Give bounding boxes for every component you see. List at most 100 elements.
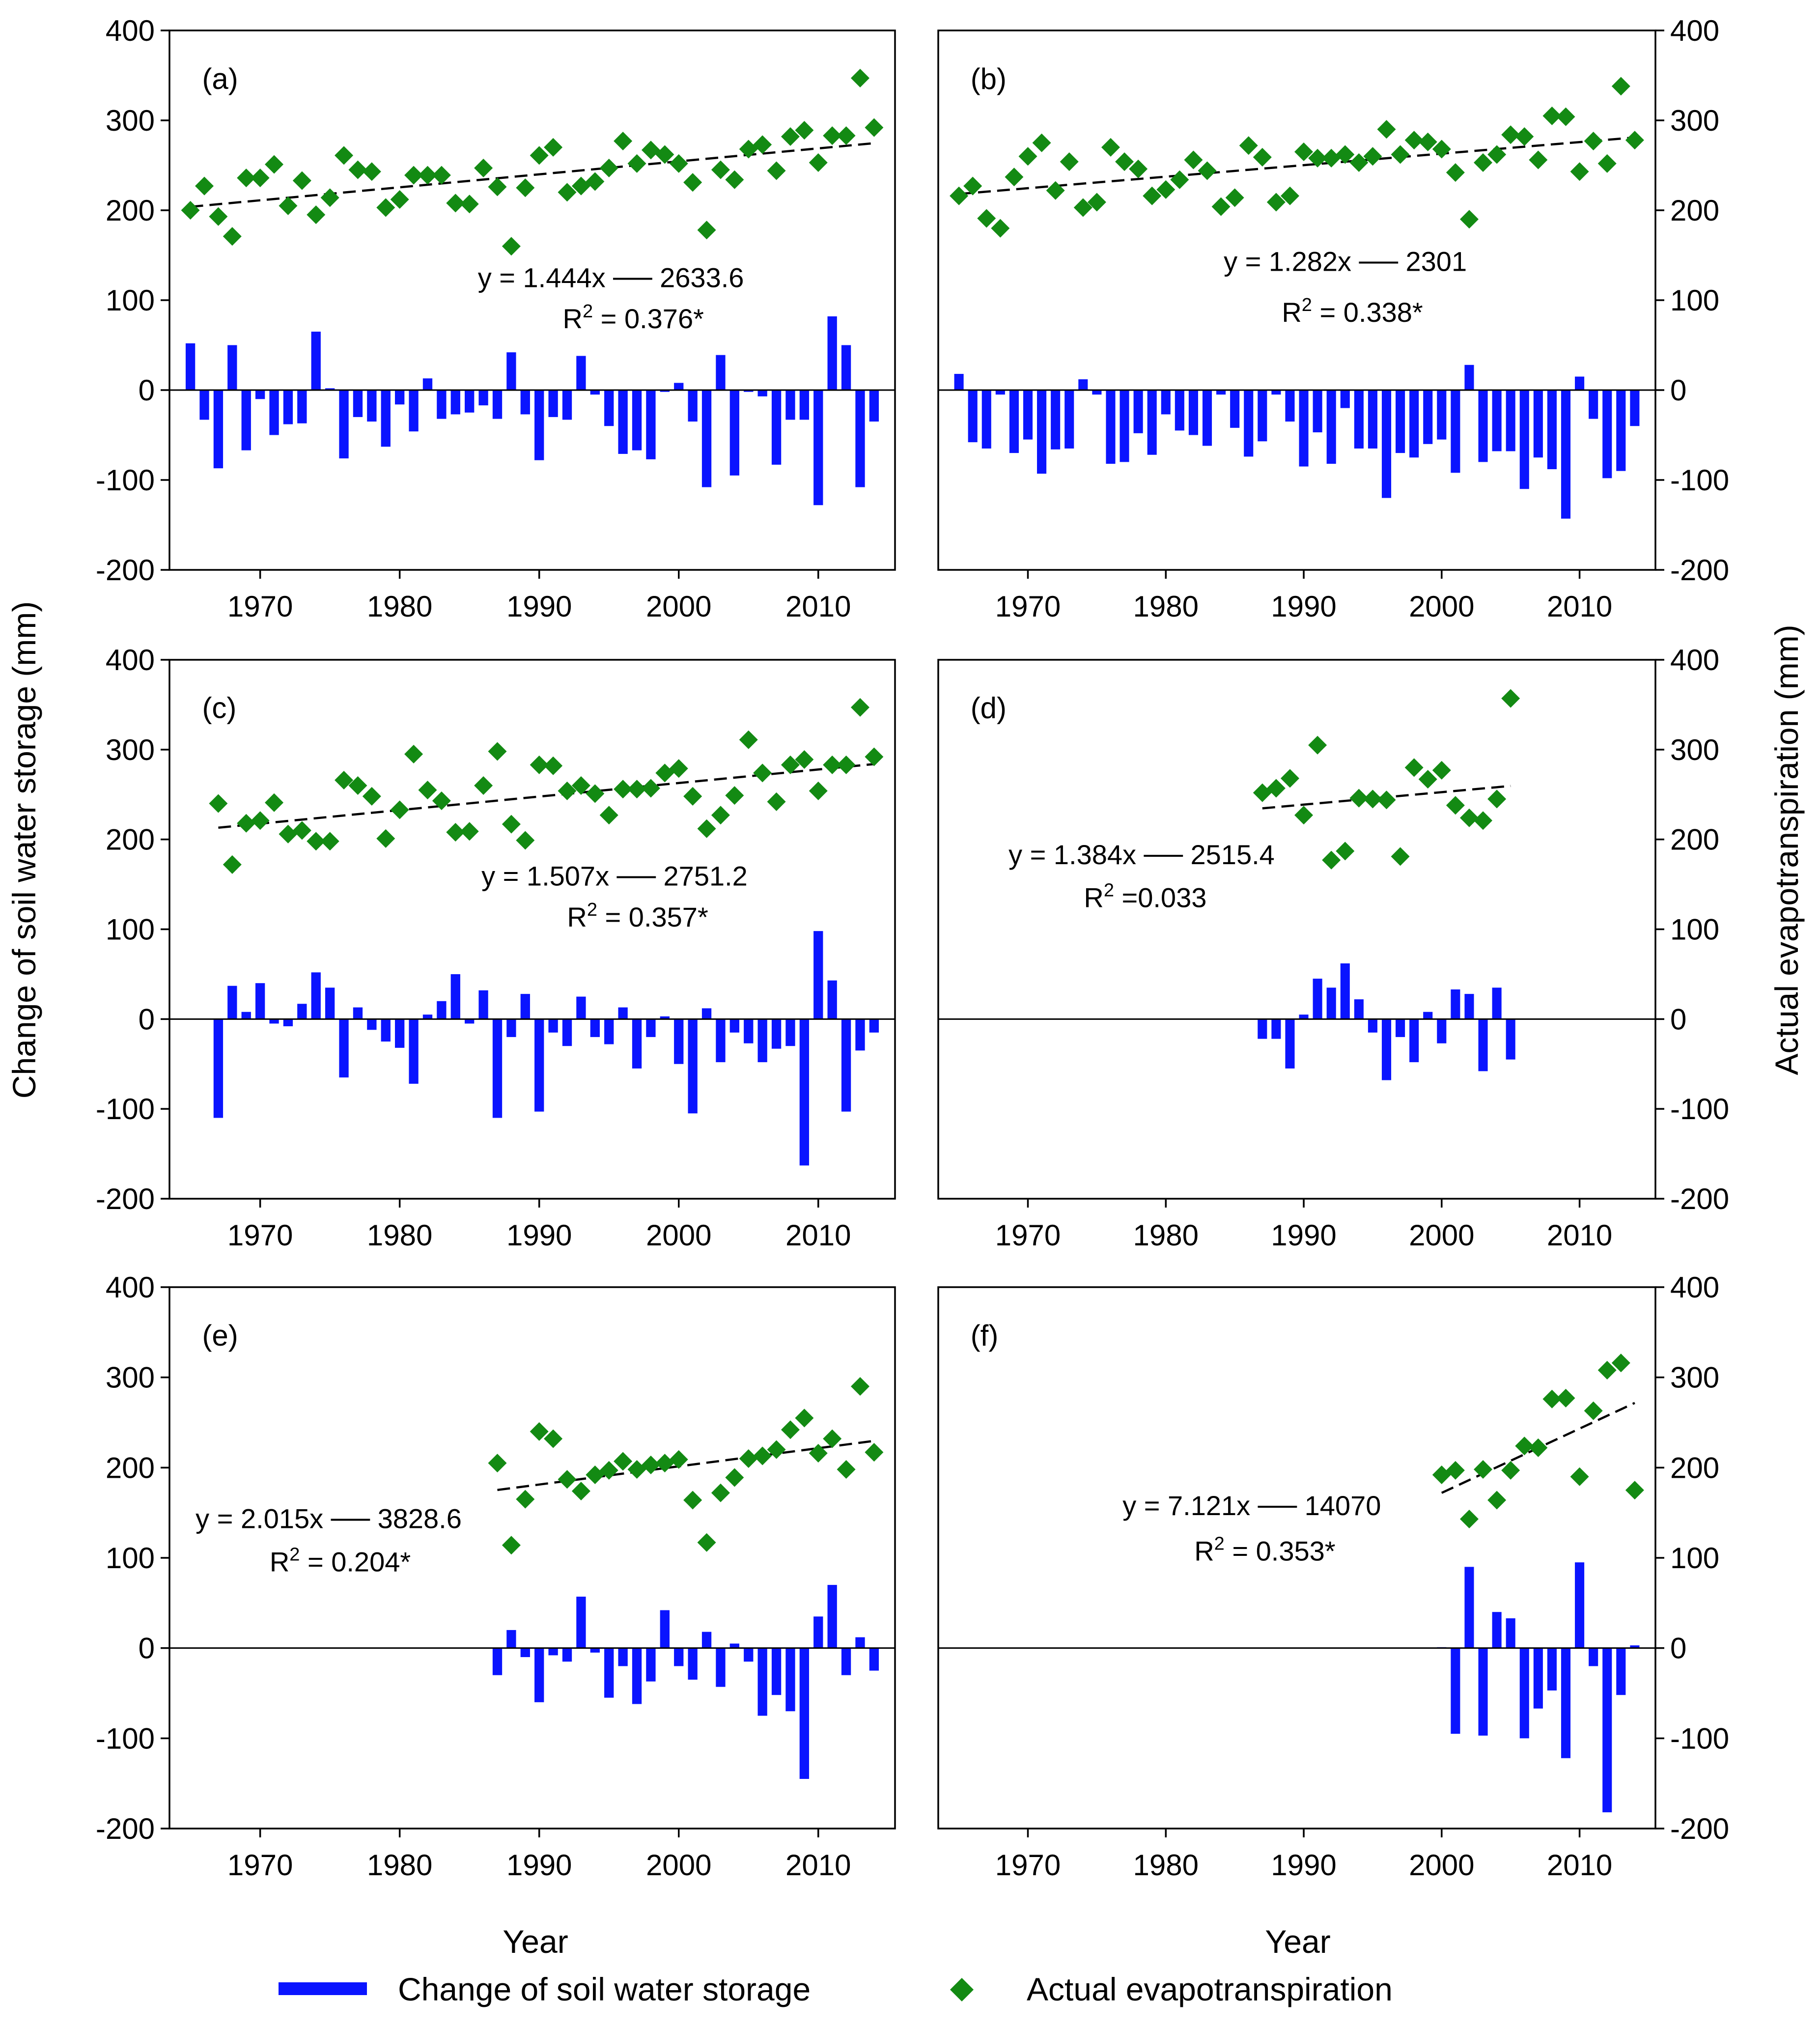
aet-marker [1280, 769, 1299, 788]
aet-marker [627, 1460, 646, 1479]
storage-bar [813, 1616, 823, 1648]
aet-marker [1280, 186, 1299, 205]
storage-bar [450, 390, 460, 415]
aet-marker [739, 140, 758, 159]
storage-bar [1464, 994, 1474, 1019]
y-tick-label: 0 [139, 1003, 155, 1036]
aet-marker [488, 177, 507, 197]
storage-bar [269, 390, 279, 435]
aet-marker [195, 176, 214, 196]
x-tick-label: 1970 [227, 1219, 293, 1252]
storage-bar [1244, 390, 1254, 457]
storage-bar [1492, 987, 1502, 1019]
aet-marker [571, 776, 590, 795]
aet-marker [1446, 163, 1465, 182]
x-tick-label: 2000 [646, 1849, 711, 1882]
y-tick-label: 0 [1670, 1003, 1686, 1036]
trend-line [497, 1439, 874, 1492]
storage-bar [590, 1019, 600, 1037]
y-tick-label: 100 [1670, 1542, 1719, 1575]
aet-marker [1556, 1388, 1575, 1408]
aet-marker [1446, 796, 1465, 815]
aet-marker [1253, 148, 1272, 167]
aet-marker [404, 166, 423, 185]
storage-bar [562, 1648, 572, 1662]
storage-bar [1258, 390, 1267, 442]
aet-marker [683, 173, 702, 192]
aet-marker [237, 169, 256, 188]
regression-equation: y = 1.282x ── 2301 [1224, 246, 1467, 277]
storage-bar [283, 1019, 293, 1026]
x-tick-label: 1970 [995, 590, 1061, 623]
aet-marker [781, 755, 800, 774]
aet-marker [753, 135, 772, 154]
aet-marker [279, 196, 298, 215]
storage-bar [1589, 390, 1598, 419]
aet-marker [1018, 147, 1037, 166]
x-tick-label: 1980 [1133, 1849, 1199, 1882]
storage-bar [1589, 1648, 1598, 1666]
legend-marker-swatch [950, 1978, 974, 2001]
panel-label: (e) [202, 1319, 238, 1352]
aet-marker [1363, 147, 1382, 166]
panel-label: (a) [202, 62, 238, 95]
storage-bar [562, 1019, 572, 1046]
aet-marker [1611, 1353, 1630, 1373]
aet-marker [655, 1454, 674, 1473]
aet-marker [1418, 770, 1437, 789]
storage-bar [1519, 1648, 1529, 1739]
plot-frame [168, 29, 896, 571]
storage-bar [701, 1632, 712, 1648]
aet-marker [530, 1422, 549, 1441]
storage-bar [576, 996, 586, 1019]
y-tick-label: 100 [106, 913, 155, 946]
regression-r2: R2 = 0.338* [1282, 295, 1423, 328]
storage-bar [785, 1019, 795, 1046]
y-tick-label: 100 [106, 284, 155, 317]
storage-bar [701, 1008, 712, 1019]
left-axis-title: Change of soil water storage (mm) [6, 601, 42, 1098]
aet-marker [335, 770, 354, 789]
storage-bar [1381, 390, 1392, 498]
aet-marker [837, 126, 856, 145]
aet-marker [963, 176, 982, 196]
storage-bar [1271, 390, 1281, 395]
storage-bar [1340, 390, 1350, 408]
aet-marker [1308, 735, 1327, 755]
aet-marker [1266, 193, 1286, 212]
storage-bar [785, 1648, 795, 1712]
aet-marker [697, 1533, 716, 1552]
y-tick-label: -200 [96, 1183, 155, 1215]
storage-bar [478, 990, 488, 1019]
aet-marker [1625, 131, 1644, 150]
storage-bar [1326, 987, 1336, 1019]
aet-marker [865, 118, 884, 137]
aet-marker [1487, 145, 1507, 164]
storage-bar [311, 972, 321, 1019]
storage-bar [716, 1019, 726, 1063]
aet-marker [1225, 188, 1244, 207]
storage-bar [660, 390, 670, 392]
aet-marker [251, 169, 270, 188]
aet-marker [850, 1377, 869, 1396]
x-tick-label: 1990 [1271, 590, 1336, 623]
storage-bar [1299, 390, 1309, 467]
aet-marker [1129, 159, 1148, 178]
storage-bar [1630, 390, 1640, 426]
regression-equation: y = 1.384x ── 2515.4 [1008, 839, 1275, 870]
aet-marker [307, 832, 326, 851]
storage-bar [492, 1019, 503, 1118]
y-tick-label: -200 [96, 1812, 155, 1845]
storage-bar [534, 1019, 544, 1112]
storage-bar [1051, 390, 1061, 450]
storage-bar [1354, 999, 1364, 1019]
aet-marker [1294, 142, 1314, 162]
y-tick-label: 100 [106, 1542, 155, 1575]
aet-marker [502, 237, 521, 256]
aet-marker [950, 186, 969, 205]
storage-bar [1064, 390, 1074, 449]
y-tick-label: 200 [1670, 1451, 1719, 1484]
storage-bar [534, 1648, 544, 1702]
y-tick-label: 400 [106, 14, 155, 47]
x-tick-label: 2010 [785, 1219, 851, 1252]
